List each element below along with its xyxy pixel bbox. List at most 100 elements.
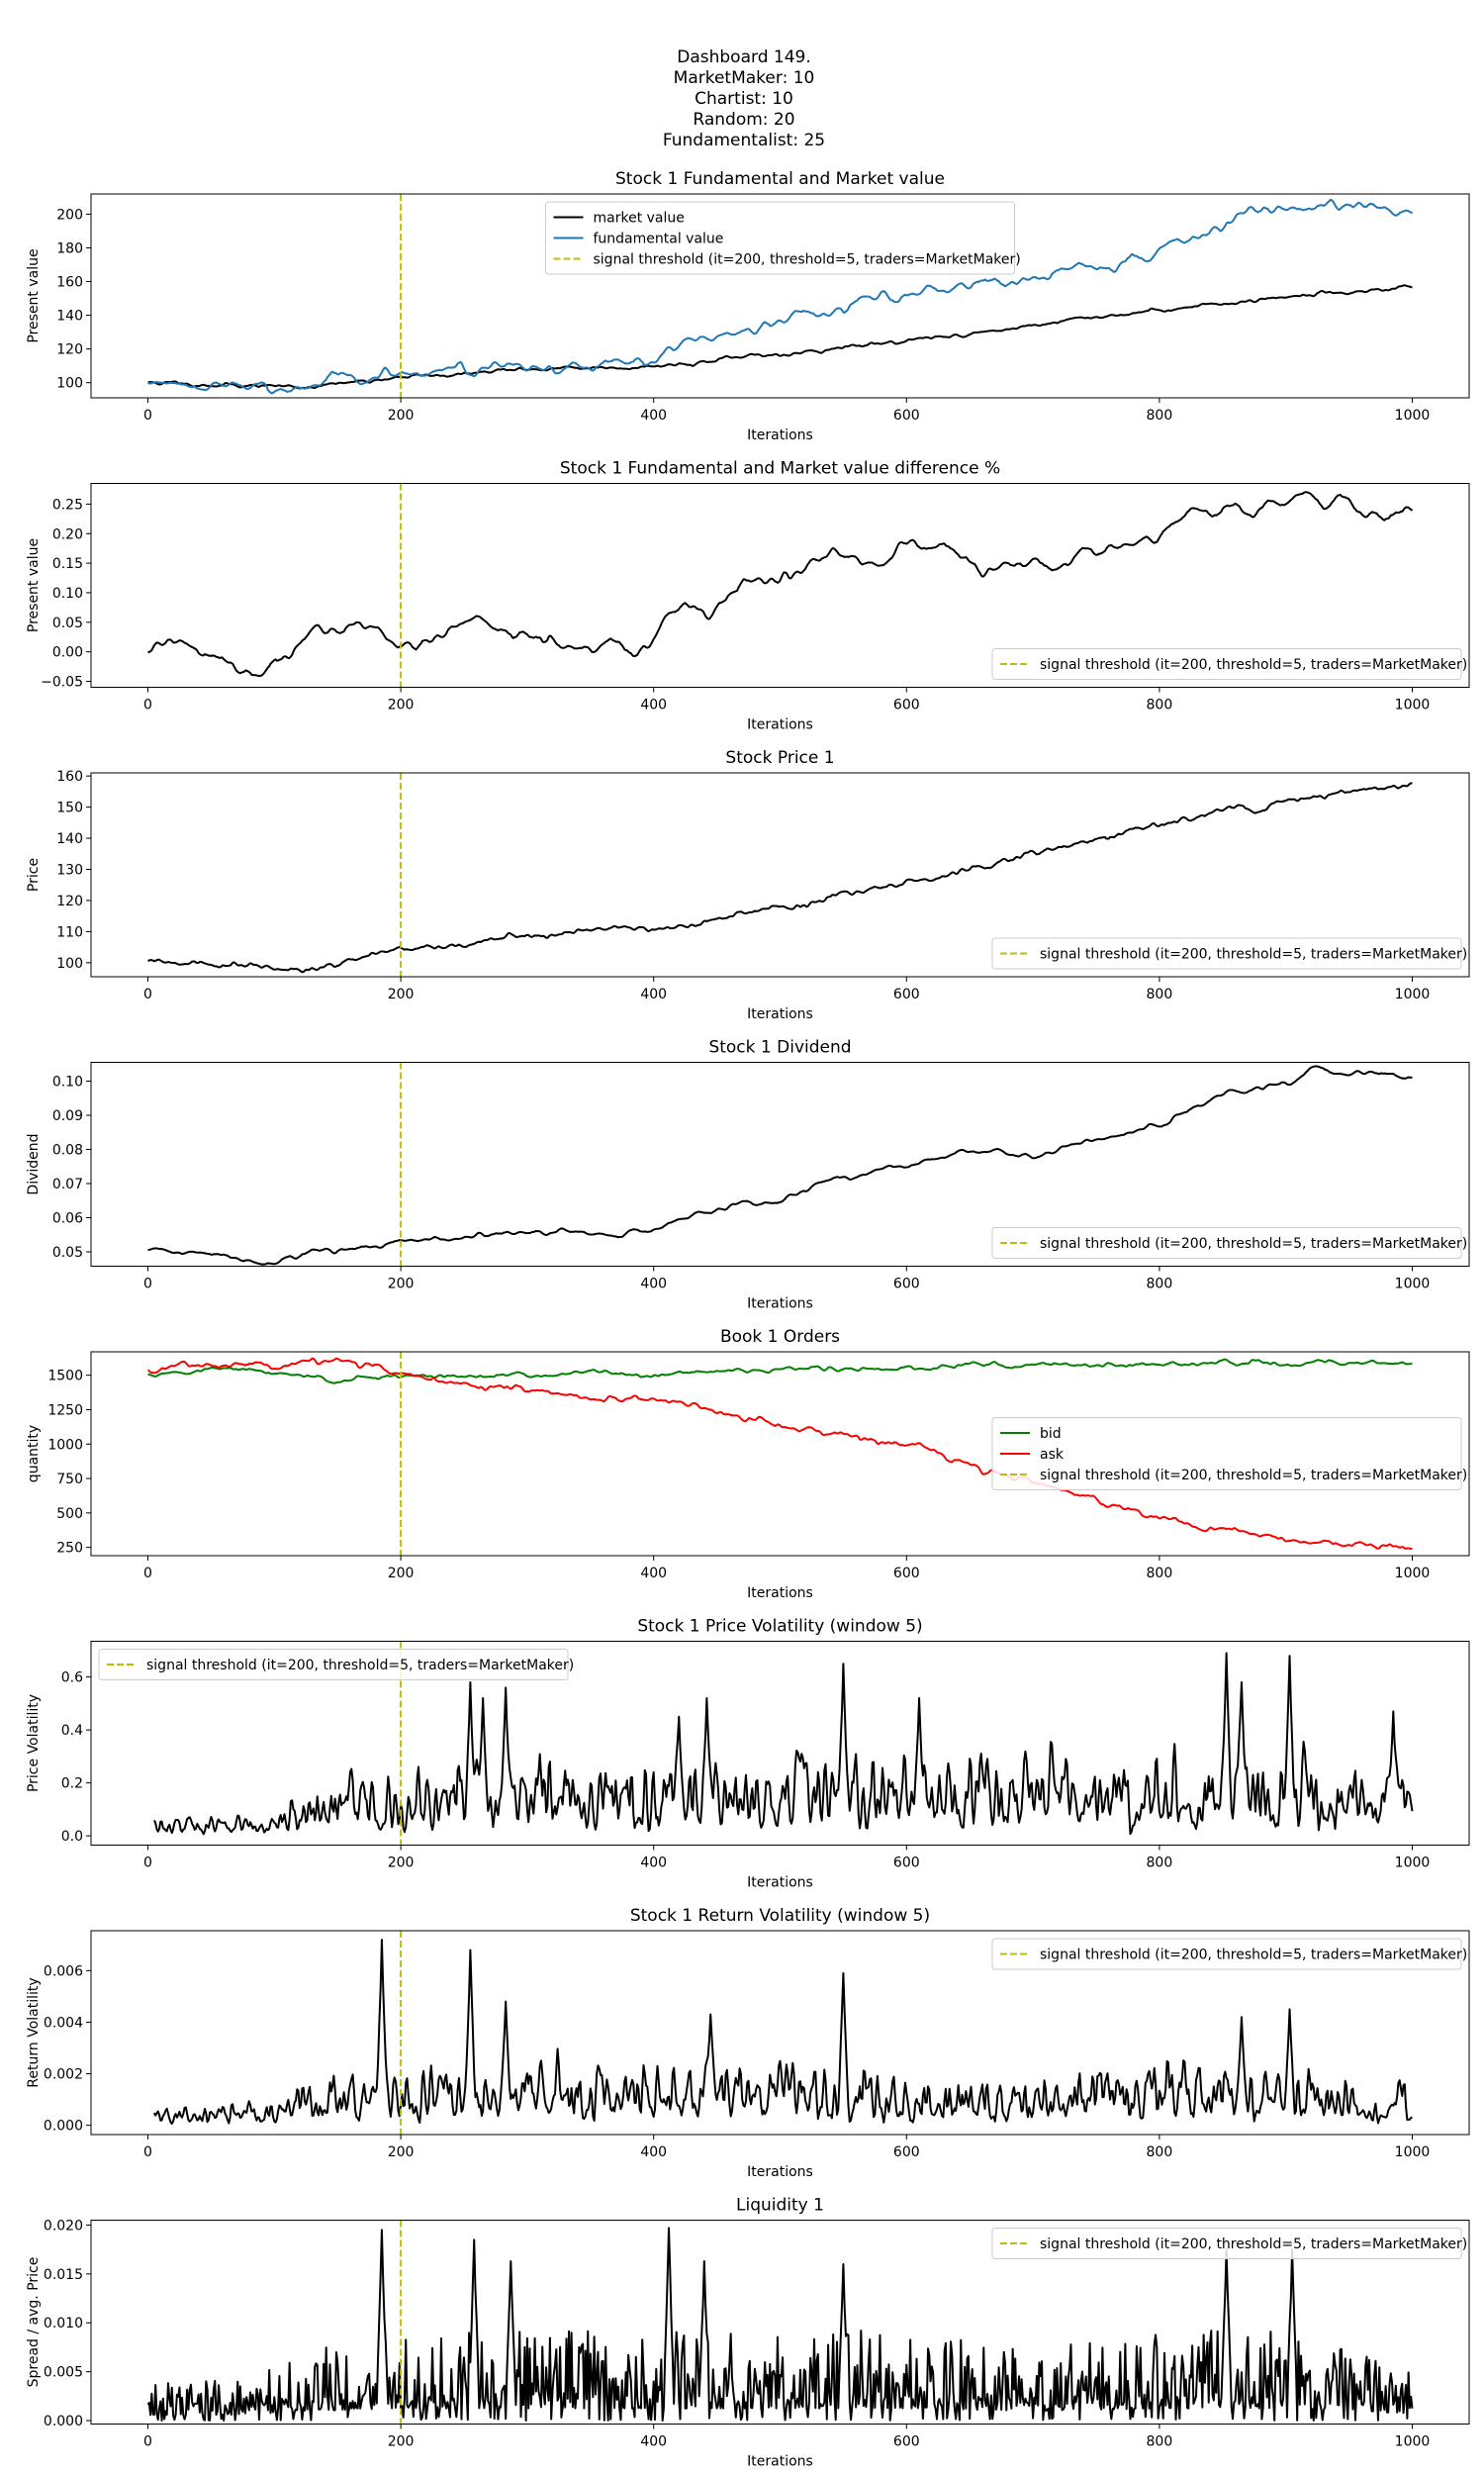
header-line: Dashboard 149. <box>677 48 811 67</box>
y-tick-label: 160 <box>56 275 83 291</box>
chart-panel-dividend: Stock 1 Dividend 0 200 400 600 800 1000 0.05 0.0… <box>26 1038 1470 1312</box>
chart-title: Stock 1 Fundamental and Market value <box>615 169 945 189</box>
y-tick-label: 1000 <box>47 1437 83 1453</box>
legend-box <box>991 2228 1462 2259</box>
plot-frame <box>90 772 1470 978</box>
series-line-market-value <box>147 284 1413 390</box>
y-axis-label: Spread / avg. Price <box>26 2257 42 2388</box>
x-tick-label: 1000 <box>1395 1566 1431 1581</box>
x-tick-label: 800 <box>1147 698 1173 714</box>
y-tick-label: 0.015 <box>44 2267 83 2283</box>
chart-panel-price-volatility: Stock 1 Price Volatility (window 5) 0 200 4… <box>26 1617 1470 1891</box>
x-tick-label: 0 <box>143 698 152 714</box>
x-axis-label: Iterations <box>747 1296 813 1312</box>
legend-entry: signal threshold (it=200, threshold=5, t… <box>1040 657 1467 673</box>
x-tick-label: 200 <box>388 2144 415 2160</box>
x-tick-label: 200 <box>388 1566 415 1581</box>
x-tick-label: 0 <box>143 1856 152 1871</box>
x-axis-label: Iterations <box>747 428 813 443</box>
y-tick-label: 0.005 <box>44 2365 83 2381</box>
chart-title: Book 1 Orders <box>720 1327 840 1347</box>
x-axis-label: Iterations <box>747 1585 813 1601</box>
x-tick-label: 600 <box>893 1856 920 1871</box>
x-tick-label: 400 <box>640 408 667 424</box>
y-tick-label: 0.006 <box>44 1963 83 1979</box>
x-tick-label: 0 <box>143 408 152 424</box>
header-line: Fundamentalist: 25 <box>663 131 825 150</box>
chart-panels: Stock 1 Fundamental and Market value 0 200… <box>26 169 1470 2470</box>
y-tick-label: 0.020 <box>44 2218 83 2234</box>
y-tick-label: 160 <box>56 769 83 785</box>
x-tick-label: 0 <box>143 2434 152 2450</box>
legend-entry: signal threshold (it=200, threshold=5, t… <box>1040 947 1467 963</box>
legend: market value fundamental value signal thre… <box>545 201 1021 275</box>
y-tick-label: 1250 <box>47 1402 83 1418</box>
plot-frame <box>90 483 1470 688</box>
y-axis-label: quantity <box>26 1425 42 1482</box>
chart-title: Stock 1 Return Volatility (window 5) <box>630 1906 930 1926</box>
x-tick-label: 400 <box>640 1566 667 1581</box>
x-tick-label: 1000 <box>1395 2144 1431 2160</box>
y-tick-label: 0.15 <box>52 556 83 572</box>
chart-title: Stock 1 Fundamental and Market value dif… <box>560 459 1000 479</box>
y-tick-label: 0.05 <box>52 1245 83 1261</box>
x-tick-label: 800 <box>1147 1856 1173 1871</box>
header-line: MarketMaker: 10 <box>674 68 815 88</box>
series-line-0 <box>152 1652 1414 1836</box>
y-tick-label: 120 <box>56 342 83 358</box>
x-tick-label: 800 <box>1147 2144 1173 2160</box>
y-tick-label: 140 <box>56 831 83 847</box>
x-tick-label: 800 <box>1147 987 1173 1002</box>
y-axis-label: Return Volatility <box>26 1977 42 2087</box>
y-tick-label: 0.07 <box>52 1177 83 1192</box>
x-tick-label: 600 <box>893 987 920 1002</box>
x-tick-label: 600 <box>893 2434 920 2450</box>
x-tick-label: 400 <box>640 698 667 714</box>
legend-entry: market value <box>594 211 685 227</box>
chart-panel-value-difference: Stock 1 Fundamental and Market value dif… <box>26 459 1470 733</box>
x-tick-label: 600 <box>893 2144 920 2160</box>
y-tick-label: −0.05 <box>41 675 83 691</box>
x-tick-label: 200 <box>388 1277 415 1292</box>
x-tick-label: 1000 <box>1395 1277 1431 1292</box>
plot-frame <box>90 2220 1470 2425</box>
plot-frame <box>90 1062 1470 1267</box>
x-tick-label: 600 <box>893 408 920 424</box>
legend: signal threshold (it=200, threshold=5, t… <box>991 2228 1467 2259</box>
y-tick-label: 200 <box>56 207 83 223</box>
chart-panel-liquidity: Liquidity 1 0 200 400 600 800 1000 0.000 0.005 0.… <box>26 2196 1470 2470</box>
x-tick-label: 1000 <box>1395 2434 1431 2450</box>
series-line-0 <box>147 782 1413 974</box>
y-tick-label: 0.004 <box>44 2015 83 2031</box>
legend: signal threshold (it=200, threshold=5, t… <box>991 1227 1467 1259</box>
y-tick-label: 0.06 <box>52 1211 83 1227</box>
y-tick-label: 0.000 <box>44 2414 83 2429</box>
y-axis-label: Dividend <box>26 1133 42 1194</box>
x-tick-label: 200 <box>388 1856 415 1871</box>
y-tick-label: 180 <box>56 240 83 256</box>
plot-frame <box>90 1930 1470 2136</box>
series-line-0 <box>153 1939 1413 2125</box>
x-tick-label: 200 <box>388 408 415 424</box>
chart-panel-fundamental-market: Stock 1 Fundamental and Market value 0 200… <box>26 169 1470 443</box>
y-axis-label: Present value <box>26 538 42 632</box>
legend-box <box>991 1938 1462 1970</box>
x-tick-label: 400 <box>640 2144 667 2160</box>
series-line-bid <box>147 1358 1413 1384</box>
y-tick-label: 0.0 <box>61 1829 83 1845</box>
series-line-0 <box>147 491 1414 677</box>
legend: signal threshold (it=200, threshold=5, t… <box>991 648 1467 680</box>
x-tick-label: 400 <box>640 987 667 1002</box>
x-tick-label: 0 <box>143 2144 152 2160</box>
y-tick-label: 150 <box>56 801 83 816</box>
y-axis-label: Price <box>26 858 42 892</box>
y-tick-label: 100 <box>56 956 83 972</box>
y-tick-label: 0.002 <box>44 2067 83 2083</box>
plot-frame <box>90 1641 1470 1846</box>
x-tick-label: 800 <box>1147 1277 1173 1292</box>
header-line: Random: 20 <box>693 110 794 130</box>
y-tick-label: 120 <box>56 894 83 909</box>
legend: signal threshold (it=200, threshold=5, t… <box>991 937 1467 970</box>
legend-box <box>545 201 1015 275</box>
y-tick-label: 0.20 <box>52 526 83 542</box>
